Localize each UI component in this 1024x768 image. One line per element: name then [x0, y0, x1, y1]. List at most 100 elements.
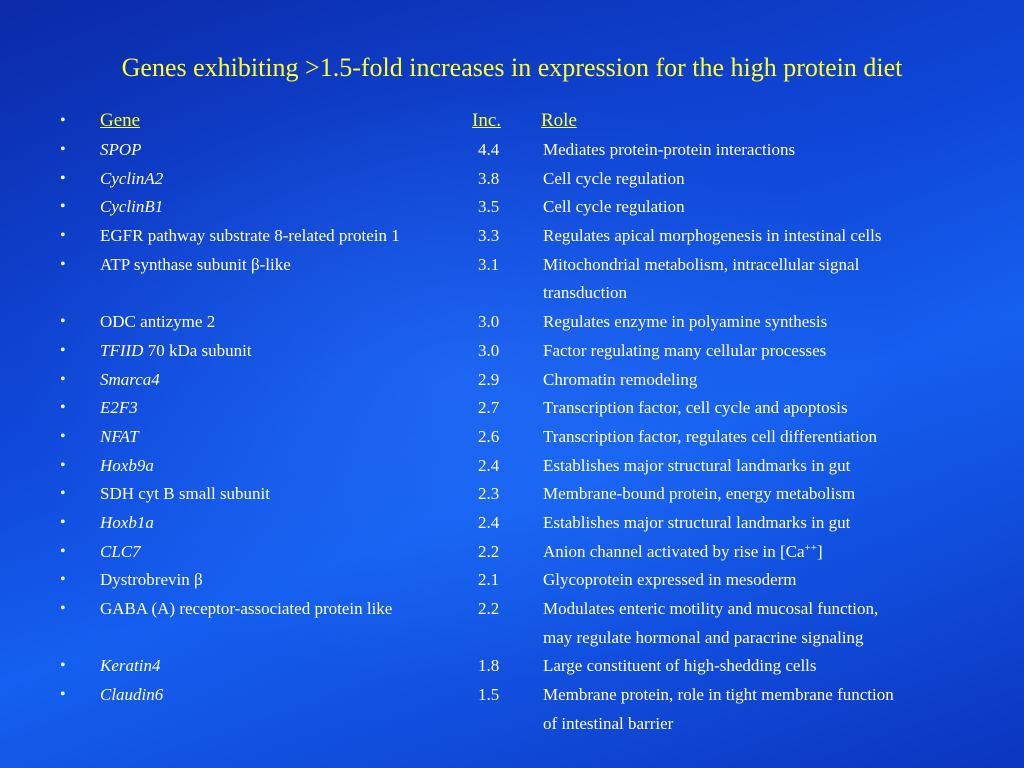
gene-role-superscript: ++ [804, 541, 817, 554]
header-role: Role [541, 110, 577, 131]
fold-increase: 2.1 [478, 570, 500, 590]
gene-name-text: EGFR pathway substrate 8-related protein… [100, 226, 400, 246]
gene-name: CLC7 [100, 538, 141, 566]
gene-name: Claudin6 [100, 681, 163, 709]
gene-role-continuation: transduction [543, 283, 628, 303]
gene-name: TFIID 70 kDa subunit [100, 337, 252, 365]
gene-role-text: Glycoprotein expressed in mesoderm [543, 570, 797, 590]
gene-role: Establishes major structural landmarks i… [543, 509, 850, 537]
gene-name-text: CyclinB1 [100, 197, 164, 217]
gene-name-text: CLC7 [100, 541, 141, 561]
bullet: • [60, 427, 66, 445]
bullet: • [60, 542, 66, 560]
gene-name: CyclinB1 [100, 193, 163, 221]
bullet: • [60, 485, 66, 503]
fold-increase: 4.4 [478, 140, 500, 159]
bullet: • [60, 198, 66, 216]
bullet: • [60, 141, 66, 158]
table-row: • Hoxb9a 2.4 Establishes major structural l… [0, 452, 1024, 481]
fold-increase: 2.6 [478, 426, 500, 446]
gene-name-suffix: 70 kDa subunit [143, 340, 252, 360]
fold-increase: 1.8 [478, 656, 500, 676]
table-row-continuation: transduction [0, 279, 1024, 308]
gene-role-text: Factor regulating many cellular processe… [543, 340, 827, 360]
table-row-continuation: of intestinal barrier [0, 710, 1024, 739]
gene-name: NFAT [100, 423, 139, 451]
gene-name: CyclinA2 [100, 165, 163, 193]
bullet: • [60, 571, 66, 589]
gene-role: Membrane protein, role in tight membrane… [543, 681, 894, 709]
gene-name-text: Hoxb1a [100, 512, 154, 532]
table-row: • GABA (A) receptor-associated protein li… [0, 595, 1024, 624]
table-row: • CyclinB1 3.5 Cell cycle regulation [0, 193, 1024, 222]
gene-name-text: NFAT [100, 426, 139, 446]
fold-increase: 3.0 [478, 340, 500, 360]
table-row: • ODC antizyme 2 3.0 Regulates enzyme in po… [0, 308, 1024, 337]
table-row: • Claudin6 1.5 Membrane protein, role in ti… [0, 681, 1024, 710]
gene-name-text: ODC antizyme 2 [100, 312, 216, 332]
gene-name-text: Claudin6 [100, 685, 164, 705]
gene-role-text: Cell cycle regulation [543, 197, 685, 217]
gene-name: Hoxb1a [100, 509, 154, 537]
gene-name: SDH cyt B small subunit [100, 480, 270, 508]
gene-name-text: Hoxb9a [100, 455, 154, 475]
gene-name-text: TFIID [100, 340, 144, 360]
gene-name: GABA (A) receptor-associated protein lik… [100, 595, 392, 623]
gene-role-closing: ] [816, 541, 823, 561]
gene-role: Anion channel activated by rise in [Ca++… [543, 538, 823, 566]
bullet: • [60, 227, 66, 245]
gene-role-text: Transcription factor, cell cycle and apo… [543, 398, 848, 418]
fold-increase: 2.2 [478, 599, 500, 618]
gene-name: ATP synthase subunit β-like [100, 251, 291, 279]
gene-role-text: Modulates enteric motility and mucosal f… [543, 599, 879, 618]
table-row: • TFIID 70 kDa subunit 3.0 Factor regulatin… [0, 337, 1024, 366]
gene-role-text: Regulates enzyme in polyamine synthesis [543, 312, 828, 332]
gene-role-text: Membrane protein, role in tight membrane… [543, 685, 894, 705]
fold-increase: 2.4 [478, 455, 500, 475]
gene-table: • Gene Inc. Role • SPOP 4.4 Mediates protei… [0, 107, 1024, 738]
gene-role-text: Mediates protein-protein interactions [543, 140, 796, 159]
fold-increase: 2.3 [478, 484, 500, 504]
fold-increase: 3.0 [478, 312, 500, 332]
gene-role-text: Chromatin remodeling [543, 369, 698, 389]
bullet: • [60, 600, 66, 617]
bullet: • [60, 112, 66, 129]
gene-role: Factor regulating many cellular processe… [543, 337, 826, 365]
bullet: • [60, 686, 66, 704]
gene-name: ODC antizyme 2 [100, 308, 215, 336]
fold-increase: 3.1 [478, 254, 500, 274]
bullet: • [60, 255, 66, 273]
table-row: • SDH cyt B small subunit 2.3 Membrane-boun… [0, 480, 1024, 509]
header-gene: Gene [100, 110, 141, 131]
table-row: • Smarca4 2.9 Chromatin remodeling [0, 366, 1024, 395]
gene-role-continuation: may regulate hormonal and paracrine sign… [543, 627, 864, 647]
fold-increase: 2.2 [478, 541, 500, 561]
gene-role: Establishes major structural landmarks i… [543, 452, 850, 480]
gene-role-text: Establishes major structural landmarks i… [543, 455, 851, 475]
gene-name-text: ATP synthase subunit β-like [100, 254, 291, 274]
fold-increase: 2.4 [478, 512, 500, 532]
table-row: • CLC7 2.2 Anion channel activated by rise … [0, 538, 1024, 567]
gene-role: Glycoprotein expressed in mesoderm [543, 566, 797, 594]
gene-role-text: Mitochondrial metabolism, intracellular … [543, 254, 860, 274]
gene-name-text: CyclinA2 [100, 168, 164, 188]
gene-name: EGFR pathway substrate 8-related protein… [100, 222, 400, 250]
gene-role: Cell cycle regulation [543, 165, 685, 193]
gene-name-text: Dystrobrevin β [100, 570, 203, 590]
gene-role-text: Establishes major structural landmarks i… [543, 512, 851, 532]
gene-name-text: SDH cyt B small subunit [100, 484, 271, 504]
bullet: • [60, 456, 66, 474]
table-row: • Dystrobrevin β 2.1 Glycoprotein expressed… [0, 566, 1024, 595]
table-header: • Gene Inc. Role [0, 107, 1024, 136]
gene-role: Modulates enteric motility and mucosal f… [543, 595, 878, 623]
gene-role: Membrane-bound protein, energy metabolis… [543, 480, 855, 508]
table-row: • EGFR pathway substrate 8-related protei… [0, 222, 1024, 251]
bullet: • [60, 399, 66, 417]
slide-title: Genes exhibiting >1.5-fold increases in … [121, 53, 903, 82]
gene-name-text: GABA (A) receptor-associated protein lik… [100, 599, 393, 618]
gene-role-text: Regulates apical morphogenesis in intest… [543, 226, 882, 246]
gene-role-text: Large constituent of high-shedding cells [543, 656, 817, 676]
bullet: • [60, 513, 66, 531]
bullet: • [60, 313, 66, 331]
gene-name-text: SPOP [100, 140, 142, 159]
